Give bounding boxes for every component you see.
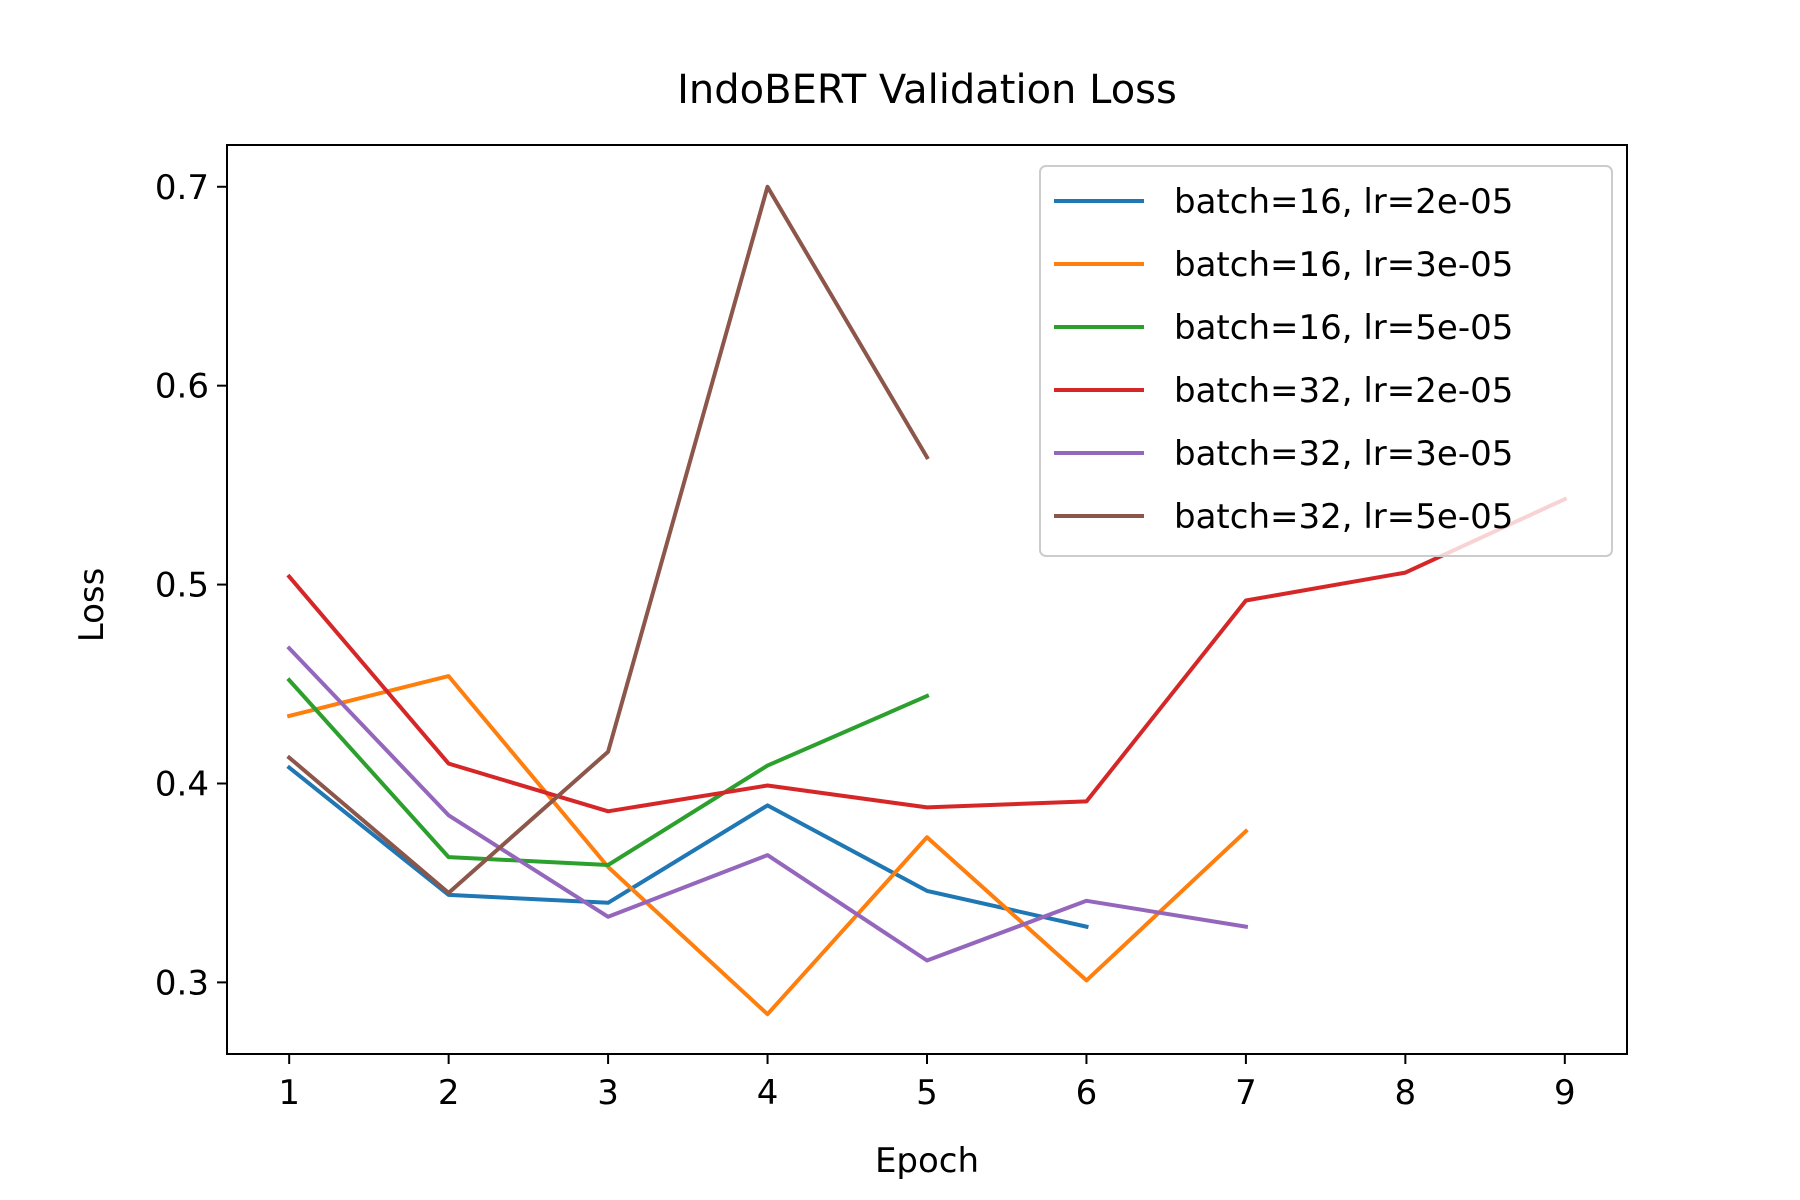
legend-label-2: batch=16, lr=3e-05	[1174, 245, 1513, 285]
x-tick-label: 4	[757, 1073, 779, 1113]
y-tick-label: 0.7	[155, 168, 209, 208]
x-tick-label: 5	[916, 1073, 938, 1113]
series-line-5	[286, 645, 1249, 963]
y-tick-label: 0.5	[155, 566, 209, 606]
series-line-3	[286, 677, 930, 867]
series-line-4	[286, 496, 1568, 814]
legend-label-6: batch=32, lr=5e-05	[1174, 497, 1513, 537]
axes: 1 2 3 4 5 6 7 8 9 0.3 0.4 0.5 0.6 0.7	[155, 144, 1628, 1113]
chart-title: IndoBERT Validation Loss	[677, 67, 1177, 113]
x-tick-label: 3	[597, 1073, 619, 1113]
plot-area	[286, 184, 1568, 1017]
series-line-6	[286, 184, 930, 895]
legend-label-3: batch=16, lr=5e-05	[1174, 308, 1513, 348]
x-tick-label: 7	[1235, 1073, 1257, 1113]
x-tick-label: 1	[278, 1073, 300, 1113]
legend-box	[1039, 165, 1613, 557]
y-axis-label: Loss	[72, 568, 112, 643]
y-tick-label: 0.3	[155, 963, 209, 1003]
x-tick-label: 2	[438, 1073, 460, 1113]
series-line-1	[286, 764, 1089, 930]
legend: batch=16, lr=2e-05 batch=16, lr=3e-05 batc…	[1039, 165, 1613, 557]
y-tick-label: 0.6	[155, 367, 209, 407]
legend-label-4: batch=32, lr=2e-05	[1174, 371, 1513, 411]
y-tick-label: 0.4	[155, 764, 209, 804]
x-axis-label: Epoch	[875, 1141, 979, 1181]
legend-label-5: batch=32, lr=3e-05	[1174, 434, 1513, 474]
x-tick-label: 8	[1395, 1073, 1417, 1113]
series-line-2	[286, 674, 1249, 1017]
legend-label-1: batch=16, lr=2e-05	[1174, 182, 1513, 222]
x-tick-label: 9	[1554, 1073, 1576, 1113]
x-tick-label: 6	[1076, 1073, 1098, 1113]
